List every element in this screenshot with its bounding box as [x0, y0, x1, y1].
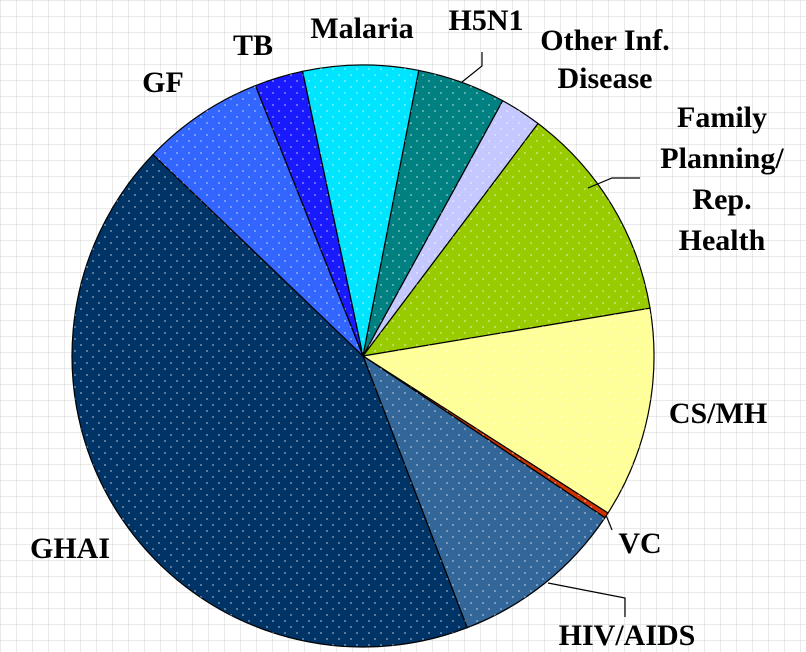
pie — [71, 64, 655, 648]
slice-texture — [363, 356, 605, 628]
leader-line — [547, 582, 626, 617]
slice-label: H5N1 — [449, 4, 524, 37]
slice-texture — [363, 308, 654, 514]
slice-label: CS/MH — [669, 397, 767, 430]
slice-texture — [71, 154, 468, 648]
slice-texture — [363, 100, 539, 357]
slice-texture — [255, 71, 363, 356]
slice-label: VC — [618, 527, 661, 560]
slice-label: GF — [142, 66, 184, 99]
slice-label: TB — [233, 29, 273, 62]
slice-label: Family Planning/Rep. Health — [660, 101, 784, 257]
slice-label: Malaria — [310, 12, 413, 45]
slice-texture — [302, 64, 419, 356]
slice-label: HIV/AIDS — [559, 619, 696, 652]
leader-line — [605, 514, 613, 531]
leader-line — [461, 52, 483, 83]
slice-label: GHAI — [30, 532, 110, 565]
leader-line — [587, 177, 640, 189]
slice-texture — [153, 85, 363, 356]
slice-label: Other Inf. Disease — [540, 24, 669, 95]
slice-texture — [363, 123, 651, 356]
slice-texture — [363, 70, 503, 357]
